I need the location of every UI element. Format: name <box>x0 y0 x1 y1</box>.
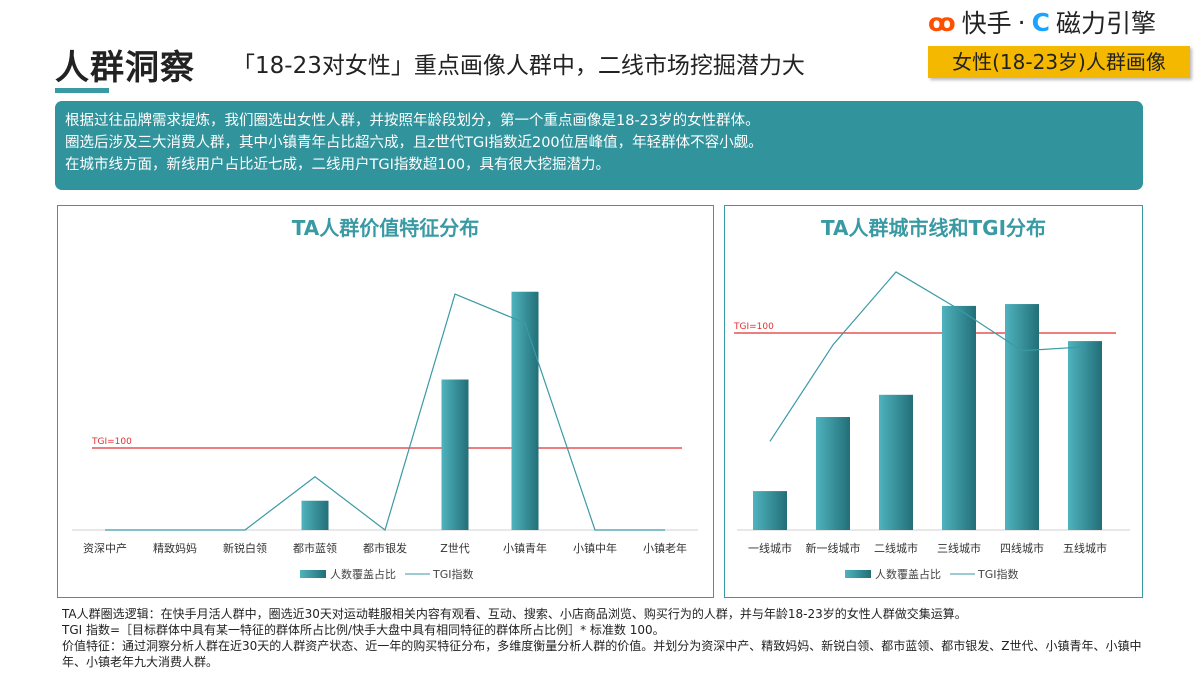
note-line: 价值特征：通过洞察分析人群在近30天的人群资产状态、近一年的购买特征分布，多维度… <box>62 639 1142 669</box>
logo-separator: · <box>1017 7 1026 37</box>
summary-line: 圈选后涉及三大消费人群，其中小镇青年占比超六成，且z世代TGI指数近200位居峰… <box>65 135 763 151</box>
summary-line: 根据过往品牌需求提炼，我们圈选出女性人群，并按照年龄段划分，第一个重点画像是18… <box>65 113 760 129</box>
brand-logo: ꝏ 快手 · C 磁力引擎 <box>928 4 1156 40</box>
kuaishou-logo-icon: ꝏ <box>928 7 956 37</box>
summary-line: 在城市线方面，新线用户占比近七成，二线用户TGI指数超100，具有很大挖掘潜力。 <box>65 157 611 173</box>
cili-logo-icon: C <box>1031 7 1050 37</box>
note-line: TGI 指数=［目标群体中具有某一特征的群体所占比例/快手大盘中具有相同特征的群… <box>62 623 665 637</box>
chart-title: TA人群城市线和TGI分布 <box>820 216 1047 240</box>
title-underline <box>55 88 109 93</box>
value-chart-panel: TA人群价值特征分布 <box>57 205 714 598</box>
footnotes: TA人群圈选逻辑：在快手月活人群中，圈选近30天对运动鞋服相关内容有观看、互动、… <box>62 606 1162 670</box>
brand-kuaishou: 快手 <box>961 9 1012 38</box>
chart-title: TA人群价值特征分布 <box>291 216 480 240</box>
page-subtitle: 「18-23对女性」重点画像人群中，二线市场挖掘潜力大 <box>232 53 805 79</box>
city-chart-panel: TA人群城市线和TGI分布 <box>724 205 1143 598</box>
note-line: TA人群圈选逻辑：在快手月活人群中，圈选近30天对运动鞋服相关内容有观看、互动、… <box>62 607 967 621</box>
brand-cili: 磁力引擎 <box>1055 9 1156 38</box>
page-title: 人群洞察 <box>55 48 195 88</box>
segment-tag: 女性(18-23岁)人群画像 <box>928 46 1190 78</box>
summary-box: 根据过往品牌需求提炼，我们圈选出女性人群，并按照年龄段划分，第一个重点画像是18… <box>55 101 1143 190</box>
